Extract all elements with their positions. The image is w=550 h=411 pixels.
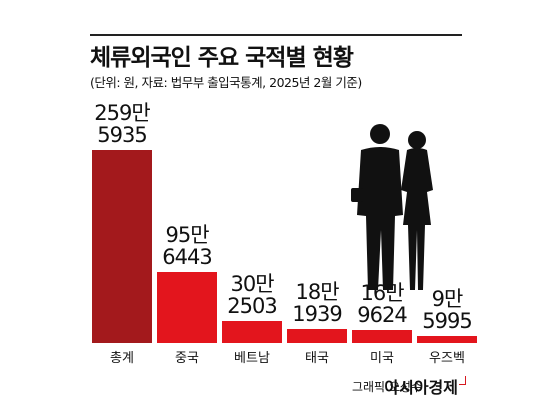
bar — [417, 335, 477, 343]
brand-mark — [459, 376, 466, 385]
bar — [222, 320, 282, 343]
x-tick-label: 중국 — [175, 351, 199, 366]
value-label: 95만 6443 — [162, 222, 212, 269]
x-tick-label: 미국 — [370, 351, 394, 366]
x-tick-label: 총계 — [110, 351, 134, 366]
x-tick-label: 태국 — [305, 351, 329, 366]
chart-subtitle: (단위: 원, 자료: 법무부 출입국통계, 2025년 2월 기준) — [90, 75, 362, 90]
x-tick-label: 우즈벡 — [429, 351, 465, 366]
brand: 아시아경제 — [384, 378, 458, 397]
bar — [287, 329, 347, 343]
chart-title: 체류외국인 주요 국적별 현황 — [90, 45, 354, 71]
bar — [92, 150, 152, 343]
value-label: 30만 2503 — [227, 271, 277, 318]
value-label: 18만 1939 — [292, 280, 342, 327]
value-label: 16만 9624 — [357, 281, 407, 328]
bar — [352, 330, 412, 343]
x-tick-label: 베트남 — [234, 351, 270, 366]
title-rule — [90, 34, 462, 36]
credit: 그래픽 오성수 — [351, 380, 422, 394]
bar — [157, 271, 217, 343]
silhouette — [351, 124, 433, 290]
value-label: 259만 5935 — [94, 101, 150, 147]
value-label: 9만 5995 — [422, 286, 472, 333]
